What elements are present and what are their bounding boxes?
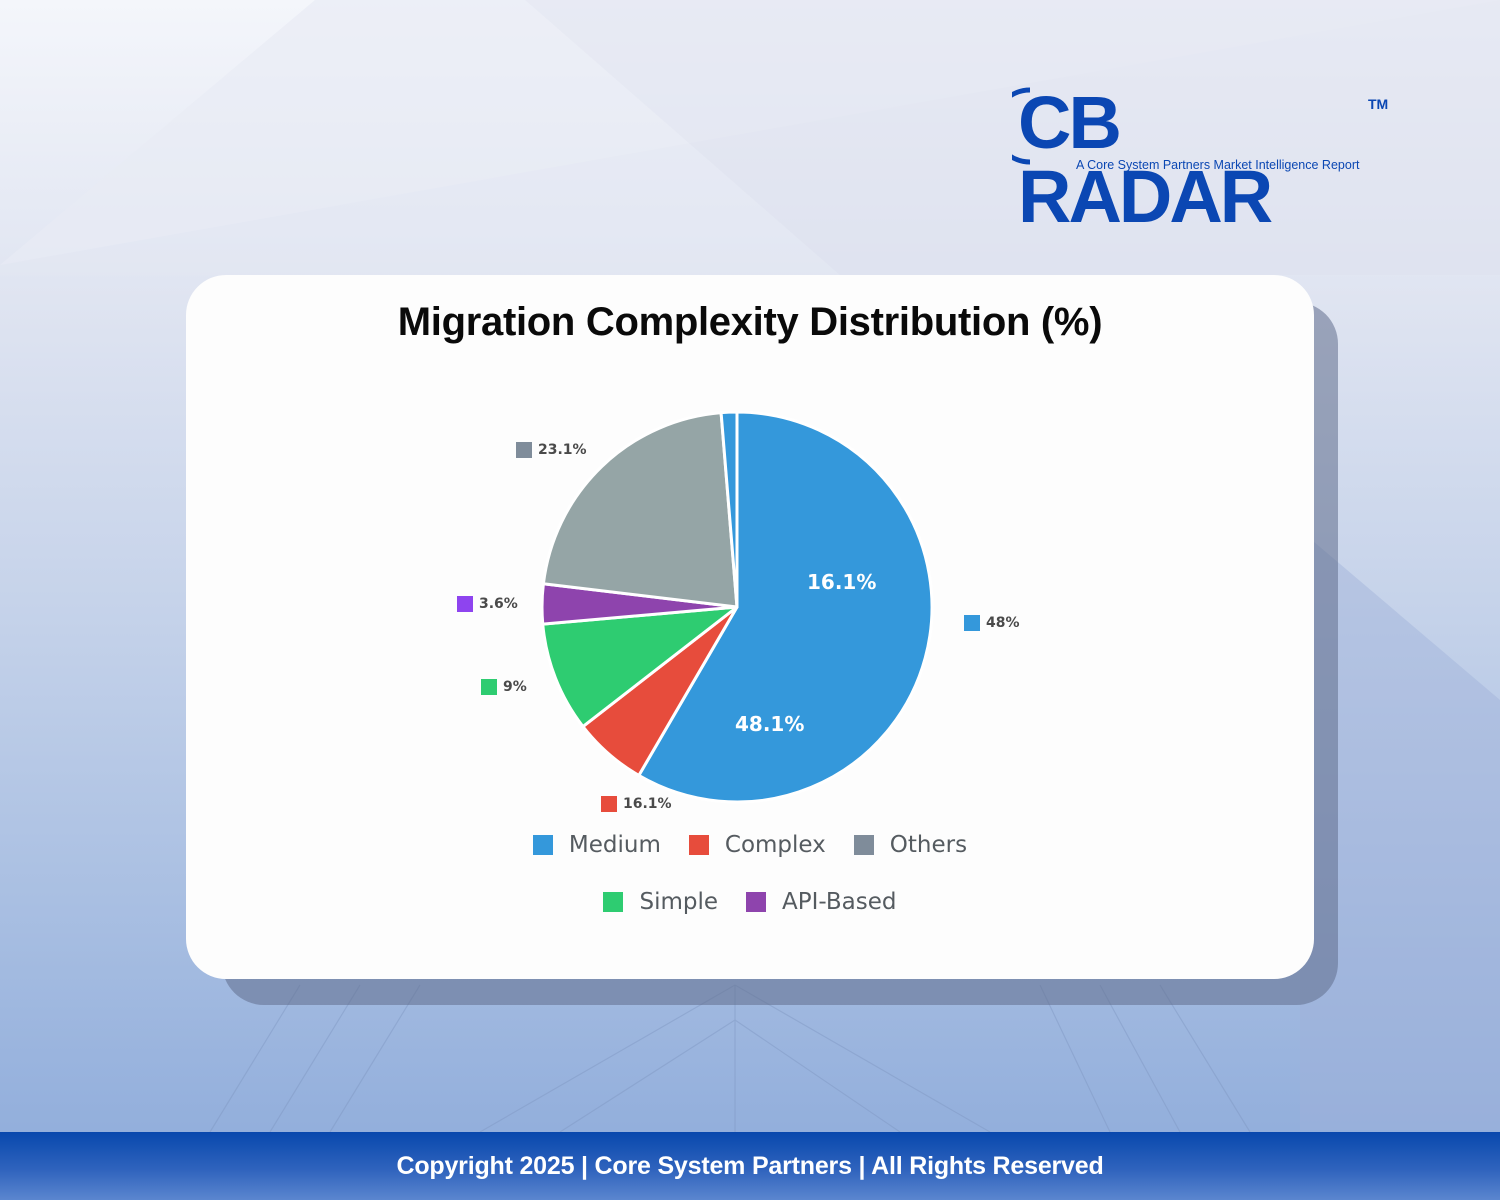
legend-swatch-api-based — [746, 892, 767, 912]
legend-swatch-others — [853, 835, 874, 855]
legend-item-simple[interactable]: Simple — [603, 889, 718, 915]
cb-radar-arc-icon — [1012, 87, 1031, 165]
copyright-text: Copyright 2025 | Core System Partners | … — [396, 1151, 1104, 1180]
legend-item-medium[interactable]: Medium — [532, 832, 661, 858]
others-swatch — [516, 442, 532, 458]
chart-title: Migration Complexity Distribution (%) — [397, 300, 1103, 344]
outer-label-complex: 16.1% — [601, 796, 672, 812]
legend-item-api-based[interactable]: API-Based — [746, 889, 897, 915]
logo-text: CB RADAR — [1018, 81, 1273, 238]
legend-swatch-medium — [532, 835, 553, 855]
legend-item-others[interactable]: Others — [853, 832, 967, 858]
api-based-swatch — [457, 596, 473, 612]
simple-swatch — [481, 679, 497, 695]
outer-label-simple: 9% — [481, 679, 527, 695]
legend-item-complex[interactable]: Complex — [688, 832, 826, 858]
medium-swatch — [964, 615, 980, 631]
logo-tagline: A Core System Partners Market Intelligen… — [1076, 158, 1360, 172]
outer-label-api-based: 3.6% — [457, 596, 518, 612]
footer-bar: Copyright 2025 | Core System Partners | … — [0, 1132, 1500, 1200]
outer-label-medium: 48% — [964, 615, 1020, 631]
legend-row-1: Medium Complex Others — [310, 832, 1190, 858]
trademark-symbol: TM — [1368, 96, 1389, 112]
inner-label-lower: 48.1% — [735, 712, 805, 736]
legend-row-2: Simple API-Based — [310, 889, 1190, 915]
pie-slice-medium[interactable] — [637, 410, 934, 804]
pie-slice-medium-sliver-[interactable] — [719, 410, 739, 609]
pie-chart: 23.1% 3.6% 9% 16.1% 48% 16.1% 48.1% Medi… — [310, 380, 1190, 950]
pie-slice-simple[interactable] — [541, 605, 739, 729]
pie-plot — [540, 410, 934, 804]
complex-swatch — [601, 796, 617, 812]
outer-label-others: 23.1% — [516, 442, 587, 458]
brand-logo: CB RADAR TM A Core System Partners Marke… — [1012, 86, 1389, 234]
legend-swatch-complex — [688, 835, 709, 855]
legend-swatch-simple — [603, 892, 624, 912]
inner-label-upper: 16.1% — [807, 570, 877, 594]
pie-slice-others[interactable] — [541, 411, 739, 609]
